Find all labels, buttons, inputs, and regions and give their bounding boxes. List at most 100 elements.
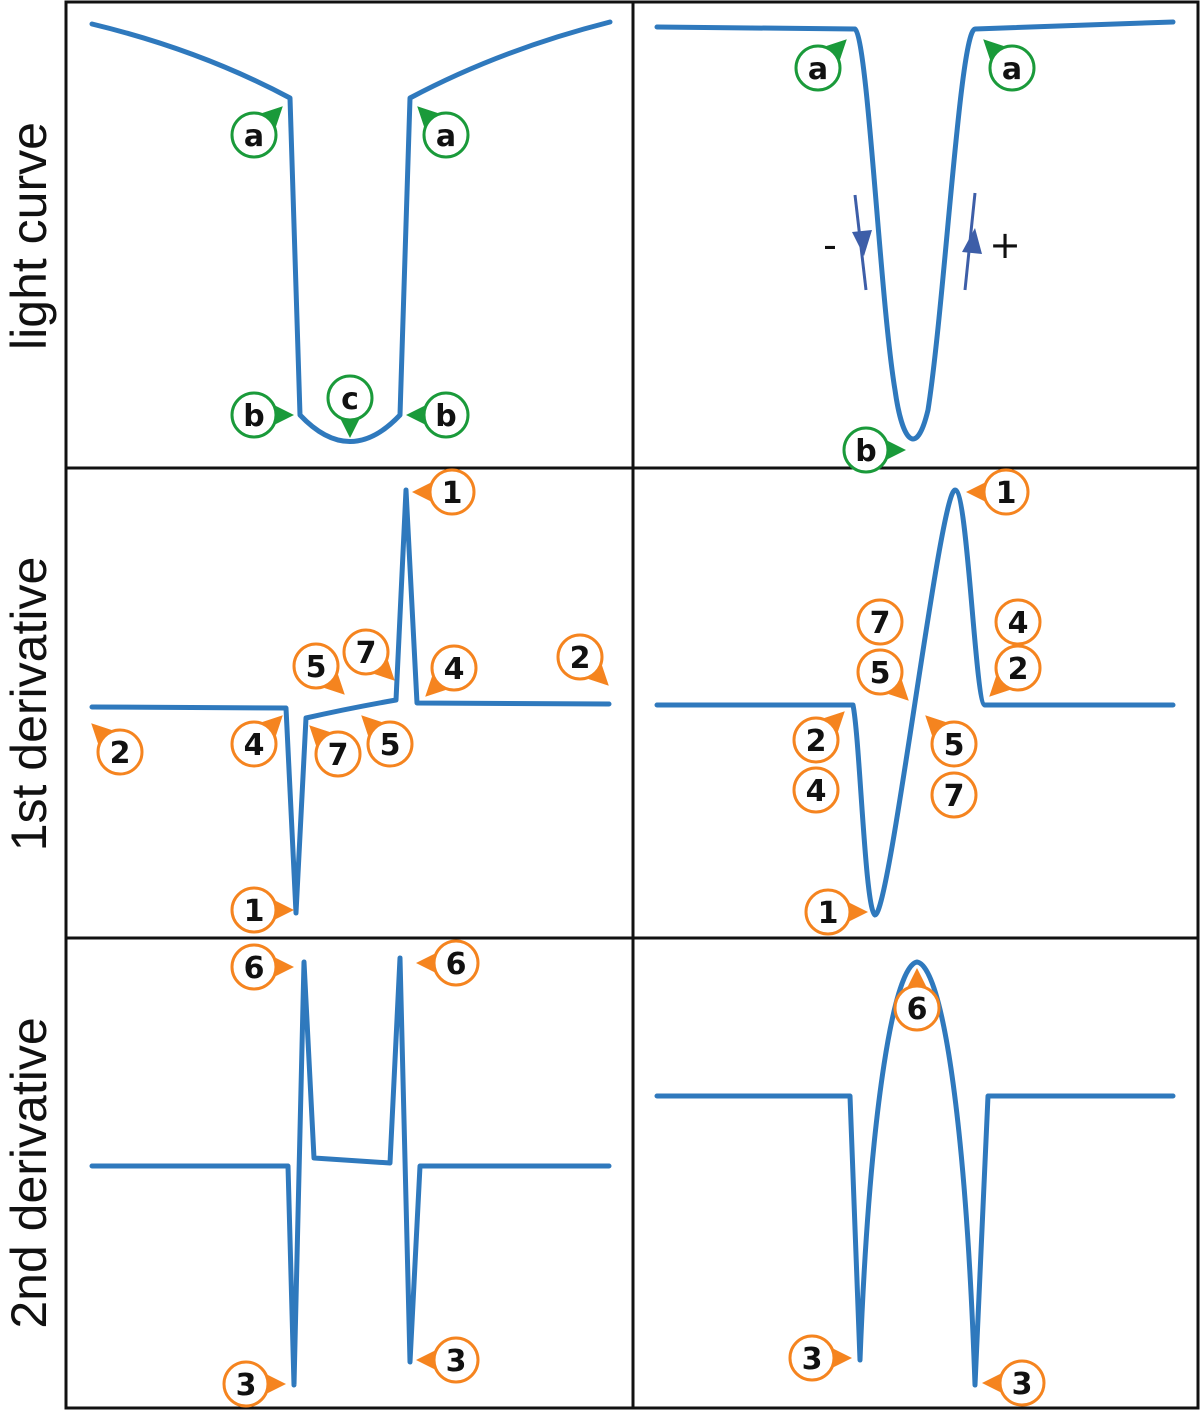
marker-circle [842,426,890,474]
marker-pointer-icon [886,440,906,460]
marker-pointer-icon [361,715,383,737]
marker-pointer-icon [274,957,294,977]
marker-pointer-icon [832,1348,852,1368]
marker-light-left-b: b [406,391,470,439]
marker-circle [994,644,1042,692]
light-curve-left [89,19,613,444]
decreasing-arrow [852,194,872,291]
marker-circle [230,111,278,159]
marker-pointer-icon [587,664,609,686]
marker-d2-left-6: 6 [416,939,480,987]
marker-label: 6 [907,992,928,1027]
marker-label: 5 [306,650,327,685]
marker-d1-right-1: 1 [966,468,1030,516]
marker-circle [856,598,904,646]
marker-label: 3 [1012,1367,1033,1402]
marker-light-left-a: a [230,106,283,159]
marker-d2-left-3: 3 [416,1336,480,1384]
marker-d1-left-4: 4 [425,644,478,697]
marker-circle [792,716,840,764]
increasing-arrow [962,192,982,291]
marker-circle [994,598,1042,646]
marker-circle [856,648,904,696]
marker-light-left-a: a [417,106,470,159]
marker-label: 4 [806,774,827,809]
marker-label: 3 [446,1344,467,1379]
marker-label: 2 [570,641,591,676]
marker-pointer-icon [416,1350,436,1370]
marker-label: b [435,399,456,434]
row-label-1st-derivative: 1st derivative [1,557,57,852]
marker-d1-left-5: 5 [292,642,345,695]
marker-label: 1 [996,476,1017,511]
marker-circle [998,1359,1046,1407]
marker-pointer-icon [825,39,847,61]
marker-d1-left-1: 1 [230,886,294,934]
marker-d1-left-7: 7 [309,725,362,778]
marker-d2-left-3: 3 [222,1360,286,1408]
marker-circle [314,730,362,778]
light-curve-right [654,19,1176,442]
minus-sign: - [823,223,837,267]
marker-label: a [436,119,456,154]
marker-circle [432,1336,480,1384]
marker-label: 4 [244,728,265,763]
marker-pointer-icon [425,675,447,697]
marker-pointer-icon [406,405,426,425]
marker-d2-right-6: 6 [893,968,941,1032]
marker-pointer-icon [907,968,927,988]
marker-d1-right-5: 5 [925,715,978,768]
row-label-light-curve: light curve [1,122,57,350]
marker-circle [804,888,852,936]
marker-circle [556,633,604,681]
marker-label: 5 [944,728,965,763]
marker-label: c [341,382,359,417]
marker-d1-right-4: 4 [792,766,840,814]
marker-pointer-icon [417,106,439,128]
marker-d1-right-2: 2 [989,644,1042,697]
marker-label: 1 [818,896,839,931]
marker-d1-right-7: 7 [930,771,978,819]
marker-label: 2 [1008,652,1029,687]
marker-label: 7 [944,779,965,814]
marker-circle [432,939,480,987]
second-derivative-left [89,955,612,1388]
plus-sign: + [989,223,1021,267]
marker-pointer-icon [848,902,868,922]
marker-circle [96,728,144,776]
marker-pointer-icon [983,39,1005,61]
marker-circle [292,642,340,690]
marker-d1-left-4: 4 [230,715,283,768]
marker-pointer-icon [373,659,395,681]
marker-pointer-icon [309,725,331,747]
marker-label: a [1002,52,1022,87]
marker-circle [430,644,478,692]
marker-pointer-icon [266,1374,286,1394]
marker-light-left-c: c [326,374,374,438]
marker-label: 1 [442,476,463,511]
marker-circle [222,1360,270,1408]
marker-pointer-icon [412,482,432,502]
marker-pointer-icon [340,418,360,438]
marker-label: 4 [444,652,465,687]
marker-pointer-icon [323,673,345,695]
marker-label: 7 [356,636,377,671]
marker-label: 4 [1008,606,1029,641]
marker-light-left-b: b [230,391,294,439]
marker-pointer-icon [887,679,909,701]
row-label-2nd-derivative: 2nd derivative [1,1017,57,1328]
marker-circle [788,1334,836,1382]
up-arrow-icon [962,228,982,254]
marker-d1-right-4: 4 [994,598,1042,646]
marker-label: 7 [328,738,349,773]
marker-label: 7 [870,606,891,641]
marker-label: 6 [244,951,265,986]
marker-pointer-icon [966,482,986,502]
marker-circle [366,720,414,768]
marker-circle [930,720,978,768]
marker-pointer-icon [982,1373,1002,1393]
marker-label: 6 [446,947,467,982]
marker-pointer-icon [261,106,283,128]
marker-circle [988,44,1036,92]
marker-pointer-icon [989,675,1011,697]
